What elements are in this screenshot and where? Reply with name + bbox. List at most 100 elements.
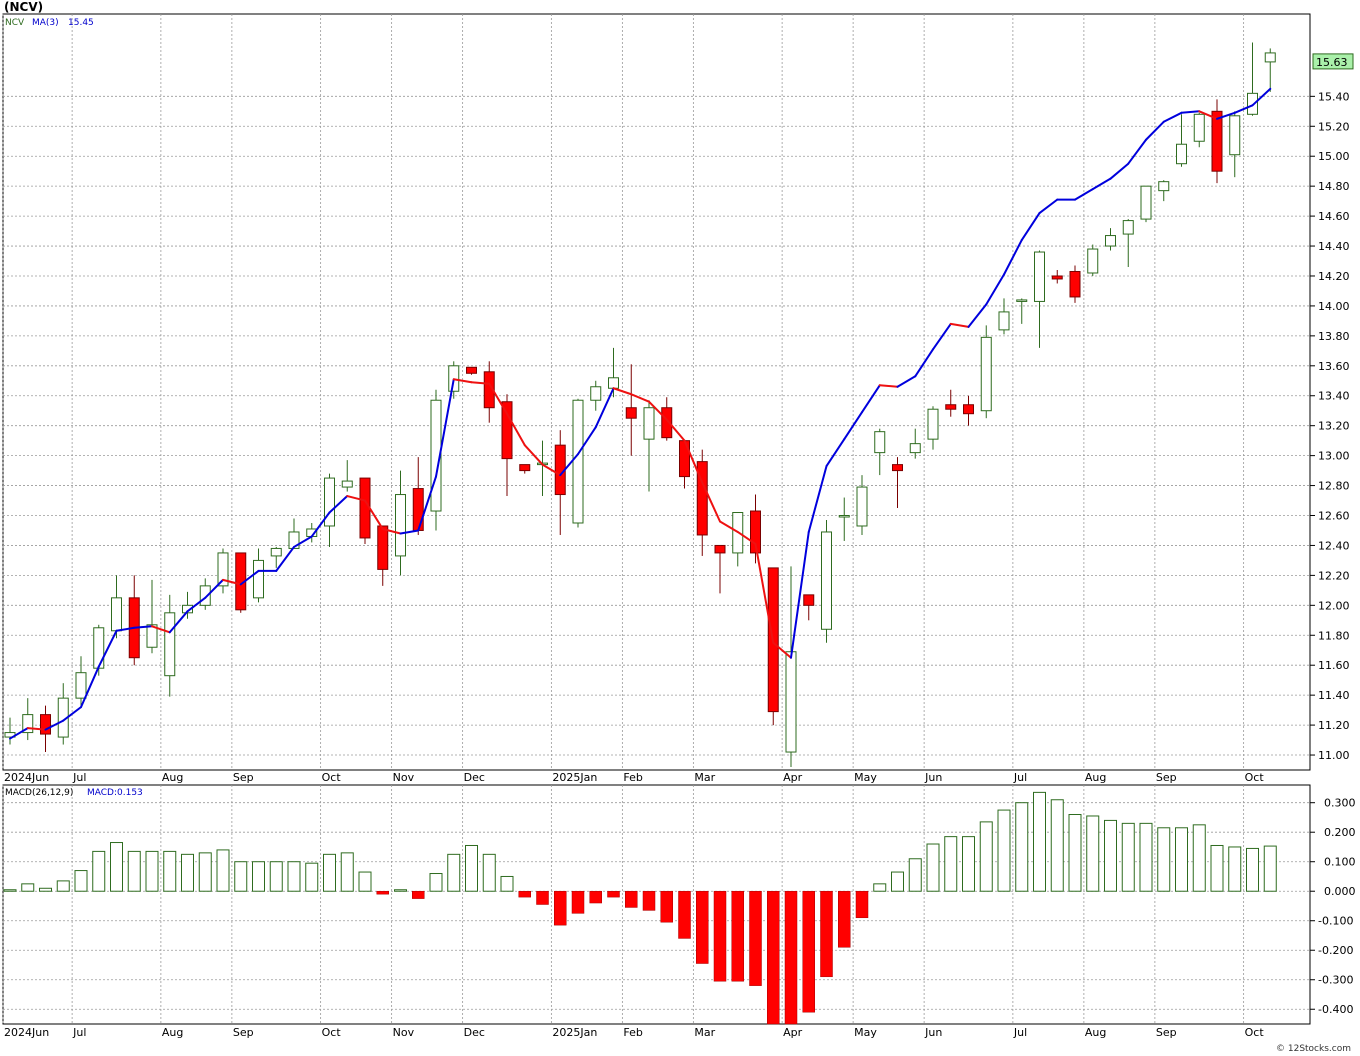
candle-body-up xyxy=(927,408,939,440)
macd-tick-label: 0.200 xyxy=(1324,826,1356,839)
ma3-segment xyxy=(1109,162,1130,180)
ma3-segment xyxy=(186,596,207,613)
candle xyxy=(874,428,886,476)
ma3-segment xyxy=(878,384,899,388)
candle xyxy=(750,494,761,564)
ma3-segment xyxy=(683,439,704,484)
ma3-segment xyxy=(115,626,136,632)
macd-month-label: Oct xyxy=(1245,1026,1265,1039)
macd-bar-positive xyxy=(181,853,194,892)
ma3-segment xyxy=(648,400,668,421)
candle xyxy=(572,398,584,528)
ma3-segment xyxy=(239,569,260,586)
candle xyxy=(1158,180,1170,202)
price-tick-label: 14.40 xyxy=(1318,240,1350,253)
ma3-segment xyxy=(62,706,82,722)
candle-body-up xyxy=(1247,92,1258,115)
macd-tick-label: 0.000 xyxy=(1324,885,1356,898)
ma3-segment xyxy=(1127,138,1147,165)
macd-tick-label: -0.300 xyxy=(1318,974,1353,987)
macd-bar-positive xyxy=(429,873,443,892)
ma3-segment xyxy=(470,381,491,385)
price-tick-label: 11.40 xyxy=(1318,689,1350,702)
macd-bar-negative xyxy=(784,890,798,1025)
macd-bar-positive xyxy=(944,836,958,892)
macd-bar-negative xyxy=(660,890,673,923)
ma3-segment xyxy=(630,393,650,403)
candle xyxy=(164,594,176,697)
price-month-label: May xyxy=(854,771,877,784)
macd-bar-positive xyxy=(1015,802,1029,892)
candle-body-up xyxy=(22,714,34,734)
ma3-segment xyxy=(80,665,100,709)
price-month-label: Oct xyxy=(1245,771,1265,784)
candle-body-down xyxy=(1069,270,1081,298)
candle xyxy=(714,544,726,594)
candle-body-up xyxy=(1193,113,1205,142)
macd-bar-negative xyxy=(589,890,602,904)
candle-body-up xyxy=(395,494,406,557)
candle-body-down xyxy=(483,371,495,409)
candle-body-up xyxy=(270,547,282,557)
candle-body-down xyxy=(803,594,815,606)
macd-bar-negative xyxy=(767,890,780,1025)
price-tick-label: 12.20 xyxy=(1318,569,1350,582)
macd-bar-negative xyxy=(802,890,815,1013)
candle-body-up xyxy=(1016,299,1028,302)
candle xyxy=(945,389,957,417)
candle xyxy=(519,464,531,474)
macd-tick-label: -0.100 xyxy=(1318,915,1353,928)
price-tick-label: 13.20 xyxy=(1318,420,1350,433)
macd-bar-positive xyxy=(1157,827,1171,892)
ma3-segment xyxy=(1074,188,1094,201)
ma3-segment xyxy=(985,273,1005,306)
macd-bar-positive xyxy=(1263,845,1277,892)
ma3-segment xyxy=(701,481,721,523)
candle xyxy=(377,525,389,586)
price-month-label: Aug xyxy=(1085,771,1106,784)
candle xyxy=(696,449,708,556)
candle xyxy=(324,473,335,547)
price-tick-label: 12.60 xyxy=(1318,510,1350,523)
ma3-segment xyxy=(133,625,153,629)
price-tick-label: 14.00 xyxy=(1318,300,1350,313)
macd-bar-positive xyxy=(873,883,887,892)
macd-bar-positive xyxy=(1228,846,1242,892)
candle xyxy=(430,389,442,531)
price-month-label: Jul xyxy=(1013,771,1027,784)
candle xyxy=(253,548,264,603)
ma3-segment xyxy=(896,375,917,388)
candle-body-down xyxy=(892,464,903,472)
ma3-segment xyxy=(843,411,863,441)
ma3-segment xyxy=(151,625,171,634)
candle-body-up xyxy=(998,311,1010,331)
candle xyxy=(1211,99,1223,184)
candle-body-down xyxy=(466,366,477,374)
candle-body-up xyxy=(164,612,176,677)
price-tick-label: 13.40 xyxy=(1318,390,1350,403)
candle-body-up xyxy=(1122,220,1134,235)
macd-bar-negative xyxy=(855,890,869,919)
macd-bar-positive xyxy=(252,861,265,892)
candle xyxy=(217,548,229,594)
ma3-segment xyxy=(275,545,295,572)
macd-bar-positive xyxy=(305,862,319,892)
macd-bar-positive xyxy=(1033,791,1046,892)
candle xyxy=(146,579,158,654)
ma3-segment xyxy=(807,465,828,533)
candle-body-down xyxy=(1051,275,1063,280)
candle-body-down xyxy=(679,440,690,478)
ma3-segment xyxy=(559,453,579,477)
candle-body-up xyxy=(980,336,992,412)
candle xyxy=(590,380,602,411)
price-tick-label: 14.20 xyxy=(1318,270,1350,283)
candle-body-down xyxy=(519,464,531,472)
candle xyxy=(501,394,513,497)
macd-bar-negative xyxy=(571,890,585,914)
ma3-segment xyxy=(417,475,437,532)
macd-bar-positive xyxy=(323,853,336,892)
price-month-label: Apr xyxy=(783,771,803,784)
ma3-segment xyxy=(861,384,881,414)
macd-tick-label: -0.400 xyxy=(1318,1003,1353,1016)
price-tick-label: 11.20 xyxy=(1318,719,1350,732)
